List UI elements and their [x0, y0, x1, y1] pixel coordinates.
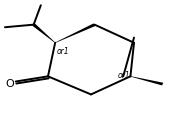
Polygon shape	[55, 23, 96, 43]
Polygon shape	[130, 76, 163, 85]
Text: O: O	[5, 79, 14, 89]
Text: or1: or1	[118, 70, 130, 80]
Polygon shape	[32, 24, 55, 43]
Text: or1: or1	[57, 47, 70, 56]
